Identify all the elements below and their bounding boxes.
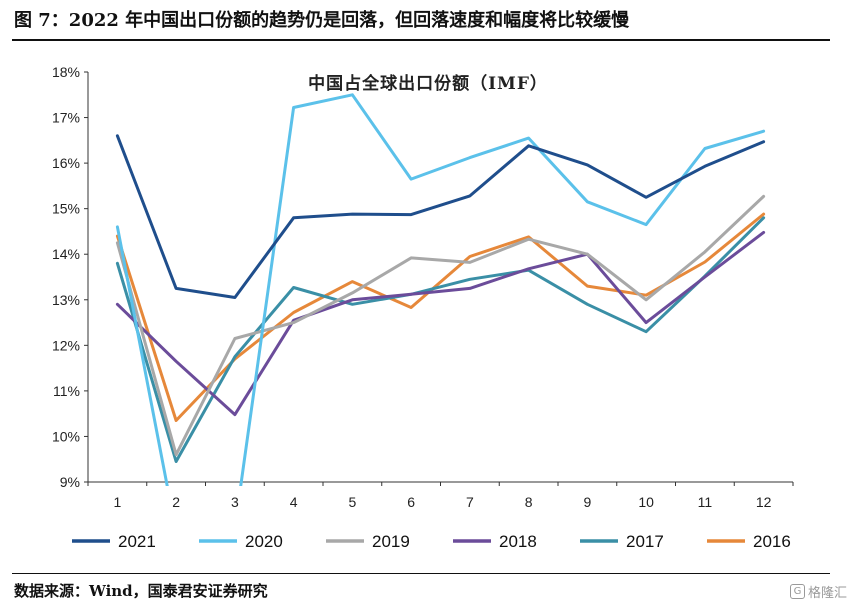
y-tick-label: 16%	[52, 155, 80, 171]
y-tick-label: 14%	[52, 246, 80, 262]
x-tick-label: 4	[290, 494, 298, 510]
y-tick-label: 12%	[52, 337, 80, 353]
series-line-2018	[115, 230, 766, 417]
series-line-2017	[115, 216, 766, 463]
legend-label-2019: 2019	[372, 532, 410, 551]
series-line-2016	[115, 212, 766, 422]
legend-label-2021: 2021	[118, 532, 156, 551]
series-line-2020	[115, 93, 766, 486]
watermark-logo-icon: G	[789, 584, 805, 599]
x-tick-label: 10	[638, 494, 654, 510]
y-tick-label: 17%	[52, 110, 80, 126]
legend-label-2016: 2016	[753, 532, 791, 551]
source-rule	[12, 573, 830, 574]
figure-title: 图 7：2022 年中国出口份额的趋势仍是回落，但回落速度和幅度将比较缓慢	[14, 10, 630, 31]
y-tick-label: 13%	[52, 292, 80, 308]
x-tick-label: 5	[348, 494, 356, 510]
line-chart: 中国占全球出口份额（IMF） 9%10%11%12%13%14%15%16%17…	[52, 64, 794, 551]
x-tick-label: 7	[466, 494, 474, 510]
source-note: 数据来源：Wind，国泰君安证券研究	[14, 582, 268, 600]
legend-label-2020: 2020	[245, 532, 283, 551]
x-tick-label: 11	[698, 494, 713, 510]
series-line-2021	[115, 134, 766, 299]
x-tick-label: 6	[407, 494, 415, 510]
series-line-2019	[115, 194, 766, 457]
title-rule	[12, 39, 830, 41]
legend-label-2017: 2017	[626, 532, 664, 551]
y-tick-label: 18%	[52, 64, 80, 80]
y-tick-label: 9%	[60, 474, 80, 490]
y-tick-label: 10%	[52, 428, 80, 444]
x-tick-label: 9	[583, 494, 591, 510]
x-tick-label: 2	[172, 494, 180, 510]
x-tick-label: 8	[525, 494, 533, 510]
x-tick-label: 12	[756, 494, 772, 510]
x-tick-label: 1	[113, 494, 121, 510]
y-tick-label: 11%	[53, 383, 80, 399]
legend-label-2018: 2018	[499, 532, 537, 551]
watermark-text: 格隆汇	[807, 586, 847, 601]
watermark: G 格隆汇	[789, 582, 847, 601]
x-tick-label: 3	[231, 494, 239, 510]
chart-title: 中国占全球出口份额（IMF）	[308, 73, 548, 94]
y-tick-label: 15%	[52, 201, 80, 217]
